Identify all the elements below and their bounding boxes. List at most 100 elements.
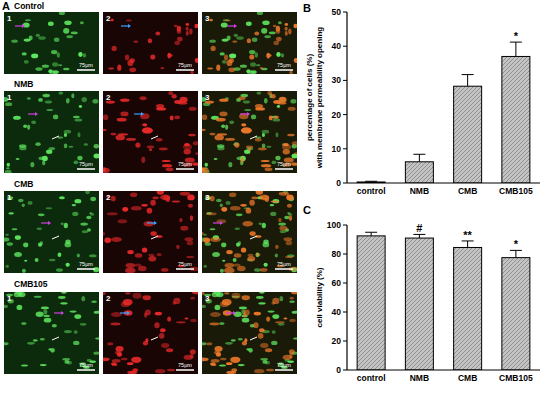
green-cell <box>42 65 49 68</box>
green-cell <box>229 53 236 58</box>
red-cell <box>141 204 148 207</box>
red-cell <box>288 107 296 111</box>
green-cell <box>284 216 289 219</box>
green-cell <box>53 114 58 119</box>
red-cell <box>152 196 158 199</box>
red-cell <box>248 254 254 257</box>
green-cell <box>270 212 276 216</box>
red-cell <box>135 253 142 257</box>
image-background <box>202 292 297 374</box>
red-cell <box>226 362 233 365</box>
green-cell <box>289 300 295 303</box>
sub-label: 2 <box>106 294 111 303</box>
y-axis <box>346 12 347 183</box>
red-cell <box>167 53 171 59</box>
arrow-head <box>220 221 223 225</box>
red-cell <box>261 164 271 167</box>
green-cell <box>202 305 206 308</box>
red-cell <box>195 58 198 63</box>
green-cell <box>66 263 70 267</box>
green-cell <box>72 212 78 216</box>
error-bar-cap <box>462 74 474 75</box>
green-cell <box>219 364 226 366</box>
red-cell <box>214 346 222 352</box>
red-cell <box>290 297 294 300</box>
green-cell <box>27 342 35 345</box>
green-cell <box>275 254 278 258</box>
red-cell <box>287 134 295 136</box>
arrow <box>52 236 59 239</box>
green-cell <box>22 203 25 207</box>
y-axis-label-line: with membrane permeability opening <box>315 27 324 169</box>
arrow <box>151 136 158 139</box>
red-cell <box>117 65 121 71</box>
green-cell <box>275 156 280 161</box>
red-cell <box>210 237 221 242</box>
x-axis <box>347 369 540 370</box>
green-cell <box>268 311 275 313</box>
green-cell <box>269 32 276 35</box>
red-cell <box>189 107 197 111</box>
red-cell <box>168 91 173 95</box>
y-tick-label: 20 <box>332 336 342 346</box>
red-cell <box>275 321 285 323</box>
green-cell <box>242 318 250 323</box>
red-cell <box>285 27 288 31</box>
green-cell <box>68 146 73 148</box>
arrow-head <box>234 24 237 28</box>
red-cell <box>143 221 154 226</box>
green-cell <box>80 323 87 326</box>
red-cell <box>135 142 140 147</box>
red-cell <box>195 152 198 155</box>
green-cell <box>71 32 78 35</box>
scale-bar-label: 75μm <box>178 261 192 267</box>
error-bar <box>462 75 474 87</box>
annotation: # <box>416 222 422 234</box>
red-cell <box>283 237 292 241</box>
micrograph <box>202 91 297 173</box>
figure: AControl175μm275μm375μmNMB175μm275μm375μ… <box>0 0 547 393</box>
green-cell <box>238 364 245 366</box>
error-bar-stem <box>515 250 516 257</box>
green-cell <box>71 93 74 98</box>
green-cell <box>204 265 207 268</box>
green-cell <box>252 38 258 42</box>
error-bar-stem <box>467 75 468 87</box>
green-cell <box>19 146 26 150</box>
green-cell <box>292 311 297 314</box>
scale-bar-label: 75μm <box>277 62 291 68</box>
error-bar <box>510 250 522 257</box>
y-tick-label: 30 <box>332 75 342 85</box>
red-cell <box>271 94 276 99</box>
bar <box>502 258 530 370</box>
scale-bar <box>77 168 95 170</box>
green-cell <box>228 162 232 167</box>
green-cell <box>36 312 44 317</box>
red-cell <box>241 295 249 300</box>
red-cell <box>241 123 246 126</box>
error-bar-stem <box>467 241 468 248</box>
green-cell <box>58 64 63 66</box>
red-cell <box>294 58 297 63</box>
green-cell <box>66 35 72 38</box>
green-cell <box>34 296 42 298</box>
red-cell <box>202 168 209 173</box>
green-cell <box>14 292 21 297</box>
row-label: CMB <box>14 179 33 189</box>
red-cell <box>177 26 181 32</box>
x-axis <box>347 182 540 183</box>
green-cell <box>4 342 9 345</box>
green-cell <box>84 143 88 146</box>
green-cell <box>52 324 57 328</box>
red-cell <box>287 204 292 208</box>
green-cell <box>43 309 47 314</box>
red-cell <box>155 369 165 373</box>
green-cell <box>45 101 52 104</box>
arrow-head <box>128 24 131 28</box>
green-cell <box>80 222 88 225</box>
green-cell <box>35 258 39 262</box>
arrow-head <box>127 311 130 315</box>
arrow-head <box>233 311 236 315</box>
red-cell <box>122 207 128 212</box>
green-cell <box>64 130 72 134</box>
